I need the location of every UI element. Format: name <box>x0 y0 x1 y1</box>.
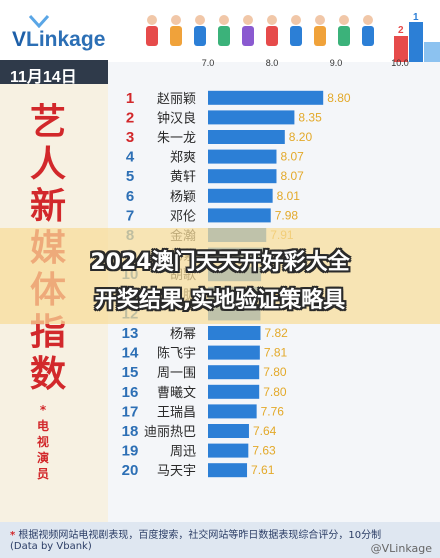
footnote-line-1: * 根据视频网站电视剧表现，百度搜索，社交网站等昨日数据表现综合评分，10分制 <box>10 530 382 541</box>
artist-name: 杨颖 <box>170 190 196 205</box>
artist-name: 曹曦文 <box>157 385 196 401</box>
value-label: 8.01 <box>277 189 301 203</box>
artist-name: 陈飞宇 <box>157 346 196 362</box>
date-label: 11月14日 <box>0 60 108 86</box>
value-label: 8.80 <box>327 91 351 105</box>
side-subtitle-char: 视 <box>36 435 49 449</box>
rank-number: 20 <box>122 462 139 479</box>
artist-name: 杨幂 <box>170 327 196 342</box>
rank-number: 16 <box>122 384 139 401</box>
bar <box>208 384 260 399</box>
bar <box>208 345 260 360</box>
artist-name: 周迅 <box>170 445 196 460</box>
artist-name: 赵丽颖 <box>157 92 196 107</box>
artist-name: 邓伦 <box>170 209 196 224</box>
svg-text:1: 1 <box>413 12 419 23</box>
value-label: 8.07 <box>280 150 304 164</box>
rank-number: 7 <box>126 207 134 224</box>
value-label: 8.35 <box>298 110 322 124</box>
value-label: 7.61 <box>251 463 275 477</box>
bar <box>208 424 249 438</box>
side-subtitle-char: 演 <box>36 451 49 465</box>
x-tick-label: 7.0 <box>202 58 215 68</box>
footnote-line-2: (Data by Vbank) <box>10 541 92 552</box>
banner-line-2: 开奖结果,实地验证策略具 <box>94 288 346 313</box>
bar <box>208 463 248 478</box>
value-label: 7.81 <box>264 346 288 360</box>
x-tick-label: 8.0 <box>266 58 279 68</box>
value-label: 8.20 <box>289 130 313 144</box>
rank-number: 19 <box>122 443 139 460</box>
value-label: 7.82 <box>264 326 288 340</box>
person-figure-icon <box>242 15 254 46</box>
person-figure-icon <box>218 15 230 46</box>
x-tick-label: 10.0 <box>391 58 409 68</box>
x-tick-label: 9.0 <box>330 58 343 68</box>
value-label: 7.76 <box>261 404 285 418</box>
rank-number: 5 <box>126 168 134 185</box>
rank-number: 15 <box>122 364 139 381</box>
side-subtitle-star: * <box>39 403 47 417</box>
bar <box>208 443 249 458</box>
value-label: 7.80 <box>263 365 287 379</box>
value-label: 7.98 <box>275 208 299 222</box>
person-figure-icon <box>266 15 278 46</box>
bar <box>208 110 295 125</box>
people-illustration <box>146 15 374 46</box>
podium-illustration: 1 2 <box>394 12 440 62</box>
bar <box>208 326 261 340</box>
header: VLinkage 1 2 <box>0 0 440 62</box>
rank-number: 13 <box>122 325 139 342</box>
artist-name: 迪丽热巴 <box>144 425 196 440</box>
rank-number: 18 <box>122 423 139 440</box>
footer: * 根据视频网站电视剧表现，百度搜索，社交网站等昨日数据表现综合评分，10分制 … <box>0 522 440 558</box>
person-figure-icon <box>194 15 206 46</box>
side-title-char: 人 <box>29 143 66 185</box>
value-label: 8.07 <box>280 169 304 183</box>
artist-name: 王瑞昌 <box>157 405 196 420</box>
side-title-char: 数 <box>29 353 66 395</box>
artist-name: 郑爽 <box>170 151 196 166</box>
person-figure-icon <box>314 15 326 46</box>
logo-emblem-icon <box>28 14 50 28</box>
bar <box>208 208 271 223</box>
person-figure-icon <box>338 15 350 46</box>
rank-number: 1 <box>126 90 134 107</box>
rank-number: 4 <box>126 149 135 166</box>
bar <box>208 130 285 144</box>
person-figure-icon <box>170 15 182 46</box>
rank-number: 6 <box>126 188 134 205</box>
logo-text: VLinkage <box>12 28 106 51</box>
banner-line-1: 2024澳门天天开好彩大全 <box>90 250 350 275</box>
bar <box>208 169 277 184</box>
artist-name: 黄轩 <box>170 170 196 185</box>
value-label: 7.64 <box>253 424 277 438</box>
side-subtitle-char: 员 <box>36 467 49 481</box>
rank-number: 3 <box>126 129 134 146</box>
bar <box>208 149 277 164</box>
rank-number: 2 <box>126 109 134 126</box>
bar <box>208 365 260 380</box>
side-subtitle-char: 电 <box>36 419 49 433</box>
bar <box>208 90 324 105</box>
bar <box>208 188 273 203</box>
artist-name: 朱一龙 <box>157 131 196 146</box>
rank-number: 14 <box>122 345 139 362</box>
value-label: 7.63 <box>252 444 276 458</box>
side-title-char: 艺 <box>29 101 66 143</box>
artist-name: 马天宇 <box>157 464 196 479</box>
person-figure-icon <box>362 15 374 46</box>
side-title-char: 新 <box>29 185 66 227</box>
banner-overlay: 2024澳门天天开好彩大全 开奖结果,实地验证策略具 <box>0 228 440 324</box>
artist-name: 钟汉良 <box>157 110 196 126</box>
bar <box>208 404 257 419</box>
watermark: @VLinkage <box>370 542 432 555</box>
person-figure-icon <box>146 15 158 46</box>
value-label: 7.80 <box>263 385 287 399</box>
rank-number: 17 <box>122 403 139 420</box>
svg-text:2: 2 <box>398 25 404 36</box>
artist-name: 周一围 <box>157 366 196 381</box>
person-figure-icon <box>290 15 302 46</box>
